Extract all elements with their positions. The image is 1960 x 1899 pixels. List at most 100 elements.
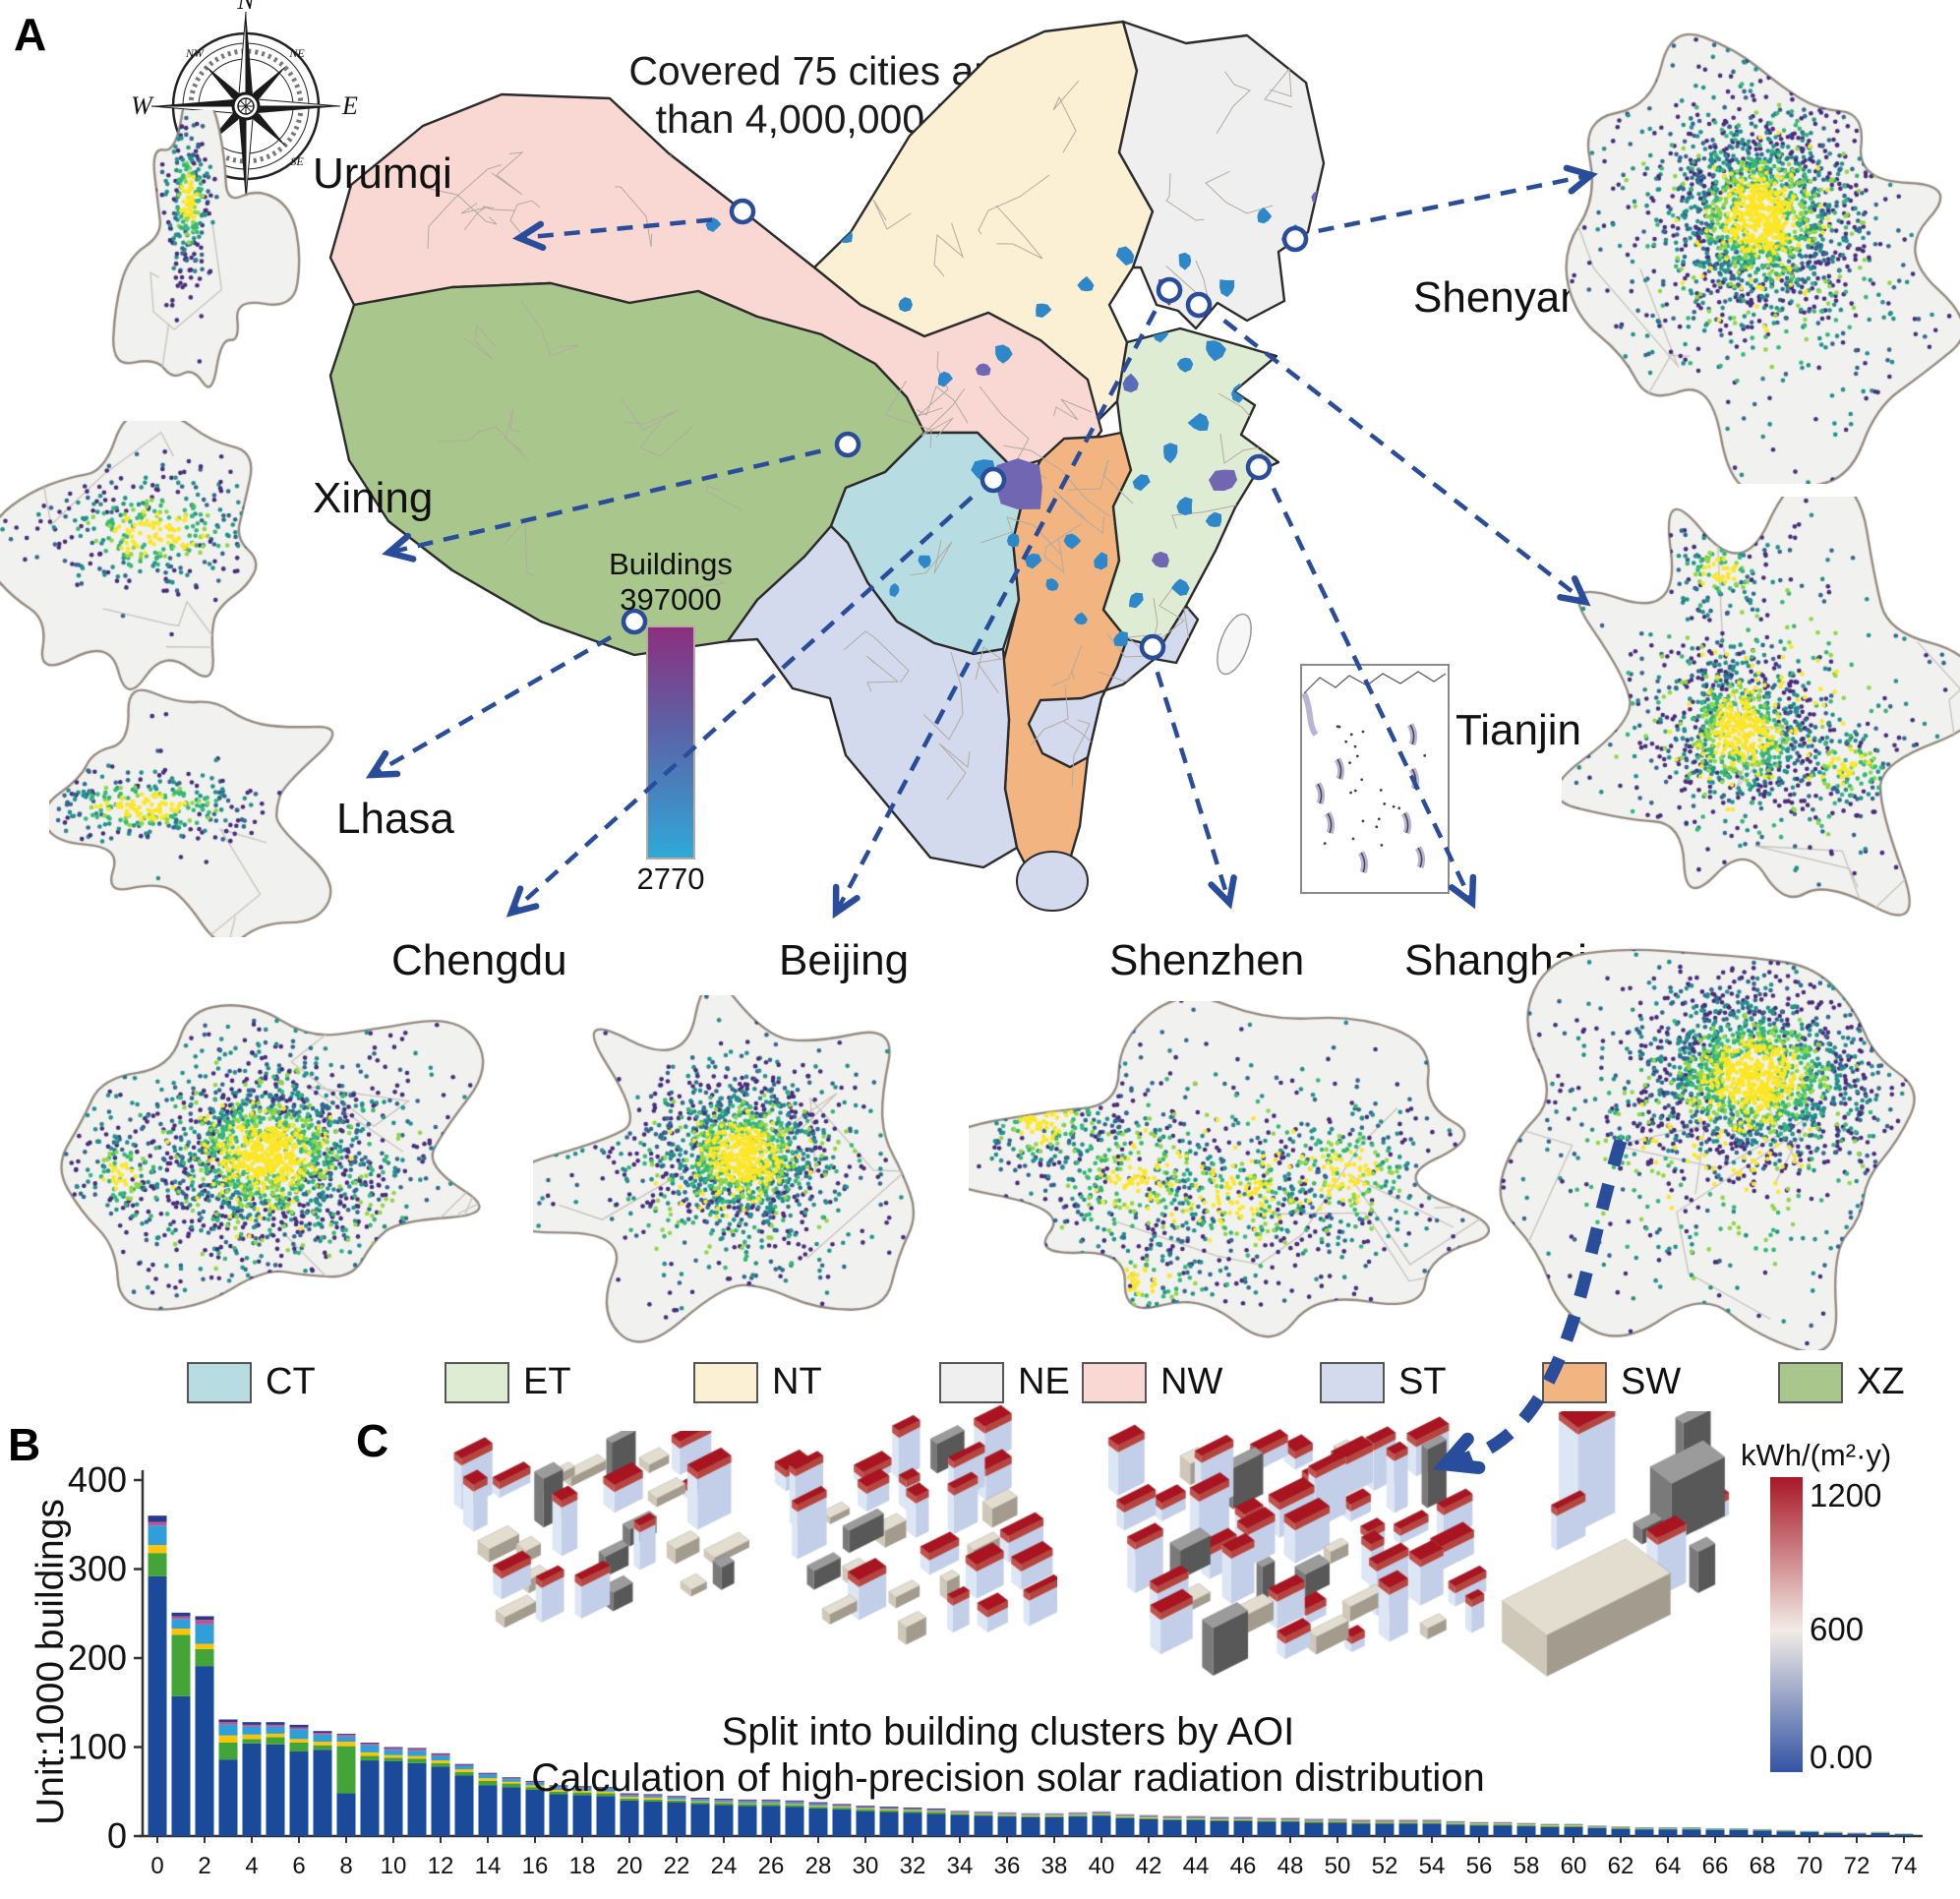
bar-segment bbox=[620, 1798, 639, 1801]
bar-segment bbox=[148, 1545, 167, 1554]
covered-city-patch bbox=[1257, 207, 1273, 224]
legend-swatch-et bbox=[445, 1361, 509, 1403]
bar-segment bbox=[407, 1748, 427, 1750]
city-marker bbox=[1139, 633, 1166, 661]
bar-chart-x-tick: 62 bbox=[1608, 1853, 1634, 1879]
bar-segment bbox=[1776, 1831, 1796, 1836]
bar-segment bbox=[502, 1783, 521, 1788]
covered-city-patch bbox=[1077, 275, 1095, 292]
bar-segment bbox=[454, 1763, 474, 1765]
south-china-sea-inset bbox=[1300, 664, 1450, 894]
bar-segment bbox=[1351, 1823, 1371, 1836]
bar-chart-x-tick: 34 bbox=[947, 1853, 974, 1879]
bar-segment bbox=[313, 1731, 332, 1734]
bar-segment bbox=[832, 1805, 852, 1807]
bar-segment bbox=[1068, 1814, 1088, 1816]
city-marker bbox=[980, 466, 1007, 494]
bar-segment bbox=[1328, 1821, 1347, 1823]
bar-segment bbox=[856, 1806, 875, 1808]
bar-chart-y-tick: 300 bbox=[68, 1549, 127, 1589]
bar-chart-x-tick: 4 bbox=[245, 1853, 258, 1879]
bar-segment bbox=[643, 1799, 663, 1802]
bar-segment bbox=[525, 1785, 545, 1788]
bar-segment bbox=[1658, 1827, 1678, 1829]
bar-segment bbox=[643, 1796, 663, 1799]
bar-segment bbox=[407, 1755, 427, 1759]
bar-segment bbox=[714, 1802, 734, 1804]
bar-segment bbox=[454, 1769, 474, 1772]
bar-segment bbox=[1375, 1820, 1395, 1822]
bar-segment bbox=[1493, 1825, 1513, 1836]
bar-segment bbox=[785, 1805, 804, 1808]
bar-chart-x-tick: 42 bbox=[1136, 1853, 1162, 1879]
legend-item-et: ET bbox=[445, 1361, 571, 1403]
bar-segment bbox=[1021, 1814, 1040, 1816]
bar-segment bbox=[1186, 1816, 1206, 1818]
bar-segment bbox=[832, 1808, 852, 1810]
bar-segment bbox=[785, 1802, 804, 1805]
solar-colorbar-gradient bbox=[1770, 1477, 1803, 1772]
bar-segment bbox=[714, 1798, 734, 1800]
bar-segment bbox=[1210, 1820, 1229, 1836]
bar-segment bbox=[572, 1787, 592, 1789]
bar-segment bbox=[1894, 1834, 1914, 1836]
bar-segment bbox=[1044, 1815, 1064, 1817]
bar-segment bbox=[596, 1788, 616, 1790]
bar-segment bbox=[266, 1733, 285, 1738]
bar-segment bbox=[643, 1801, 663, 1836]
bar-segment bbox=[1351, 1819, 1371, 1821]
bar-segment bbox=[1398, 1819, 1418, 1821]
bar-chart-y-tick: 400 bbox=[68, 1459, 127, 1500]
bar-segment bbox=[431, 1755, 450, 1761]
covered-city-patch bbox=[1176, 357, 1194, 373]
bar-segment bbox=[171, 1629, 191, 1635]
city-marker bbox=[1185, 291, 1213, 319]
bar-segment bbox=[336, 1733, 356, 1735]
bar-segment bbox=[1516, 1824, 1536, 1826]
bar-segment bbox=[218, 1735, 238, 1743]
bar-segment bbox=[1611, 1828, 1631, 1829]
bar-segment bbox=[808, 1802, 828, 1804]
bar-segment bbox=[431, 1766, 450, 1836]
bar-segment bbox=[525, 1780, 545, 1782]
bar-segment bbox=[454, 1771, 474, 1776]
bar-segment bbox=[1068, 1811, 1088, 1813]
bar-chart-x-tick: 32 bbox=[900, 1853, 926, 1879]
bar-segment bbox=[1257, 1816, 1277, 1818]
bar-segment bbox=[1304, 1817, 1324, 1819]
bar-segment bbox=[738, 1806, 757, 1836]
bar-segment bbox=[1257, 1821, 1277, 1836]
bar-segment bbox=[1375, 1818, 1395, 1820]
bar-segment bbox=[738, 1799, 757, 1801]
bar-segment bbox=[714, 1800, 734, 1803]
bar-segment bbox=[926, 1813, 946, 1836]
bar-segment bbox=[431, 1760, 450, 1763]
bar-segment bbox=[1233, 1816, 1253, 1817]
bar-segment bbox=[1446, 1822, 1465, 1824]
bar-segment bbox=[1257, 1818, 1277, 1820]
bar-segment bbox=[1021, 1813, 1040, 1815]
bar-segment bbox=[690, 1798, 710, 1799]
covered-city-patch bbox=[1187, 412, 1210, 432]
bar-segment bbox=[1304, 1819, 1324, 1821]
bar-chart-x-tick: 46 bbox=[1230, 1853, 1257, 1879]
bar-segment bbox=[1162, 1816, 1182, 1818]
bar-segment bbox=[549, 1794, 568, 1836]
bar-chart-x-tick: 38 bbox=[1041, 1853, 1068, 1879]
bar-segment bbox=[1682, 1828, 1701, 1830]
city-label-beijing: Beijing bbox=[779, 936, 910, 984]
china-map bbox=[328, 20, 1326, 912]
bar-segment bbox=[1021, 1816, 1040, 1836]
bar-chart-x-tick: 20 bbox=[617, 1853, 643, 1879]
bar-segment bbox=[336, 1793, 356, 1836]
bar-segment bbox=[1469, 1824, 1489, 1826]
bar-segment bbox=[1304, 1818, 1324, 1820]
bar-segment bbox=[879, 1811, 899, 1836]
bar-segment bbox=[195, 1624, 214, 1644]
bar-segment bbox=[596, 1796, 616, 1836]
bar-segment bbox=[218, 1759, 238, 1836]
bar-segment bbox=[690, 1804, 710, 1836]
bar-chart-x-tick: 56 bbox=[1466, 1853, 1493, 1879]
bar-chart-y-tick: 0 bbox=[107, 1815, 127, 1856]
bar-segment bbox=[667, 1802, 686, 1836]
